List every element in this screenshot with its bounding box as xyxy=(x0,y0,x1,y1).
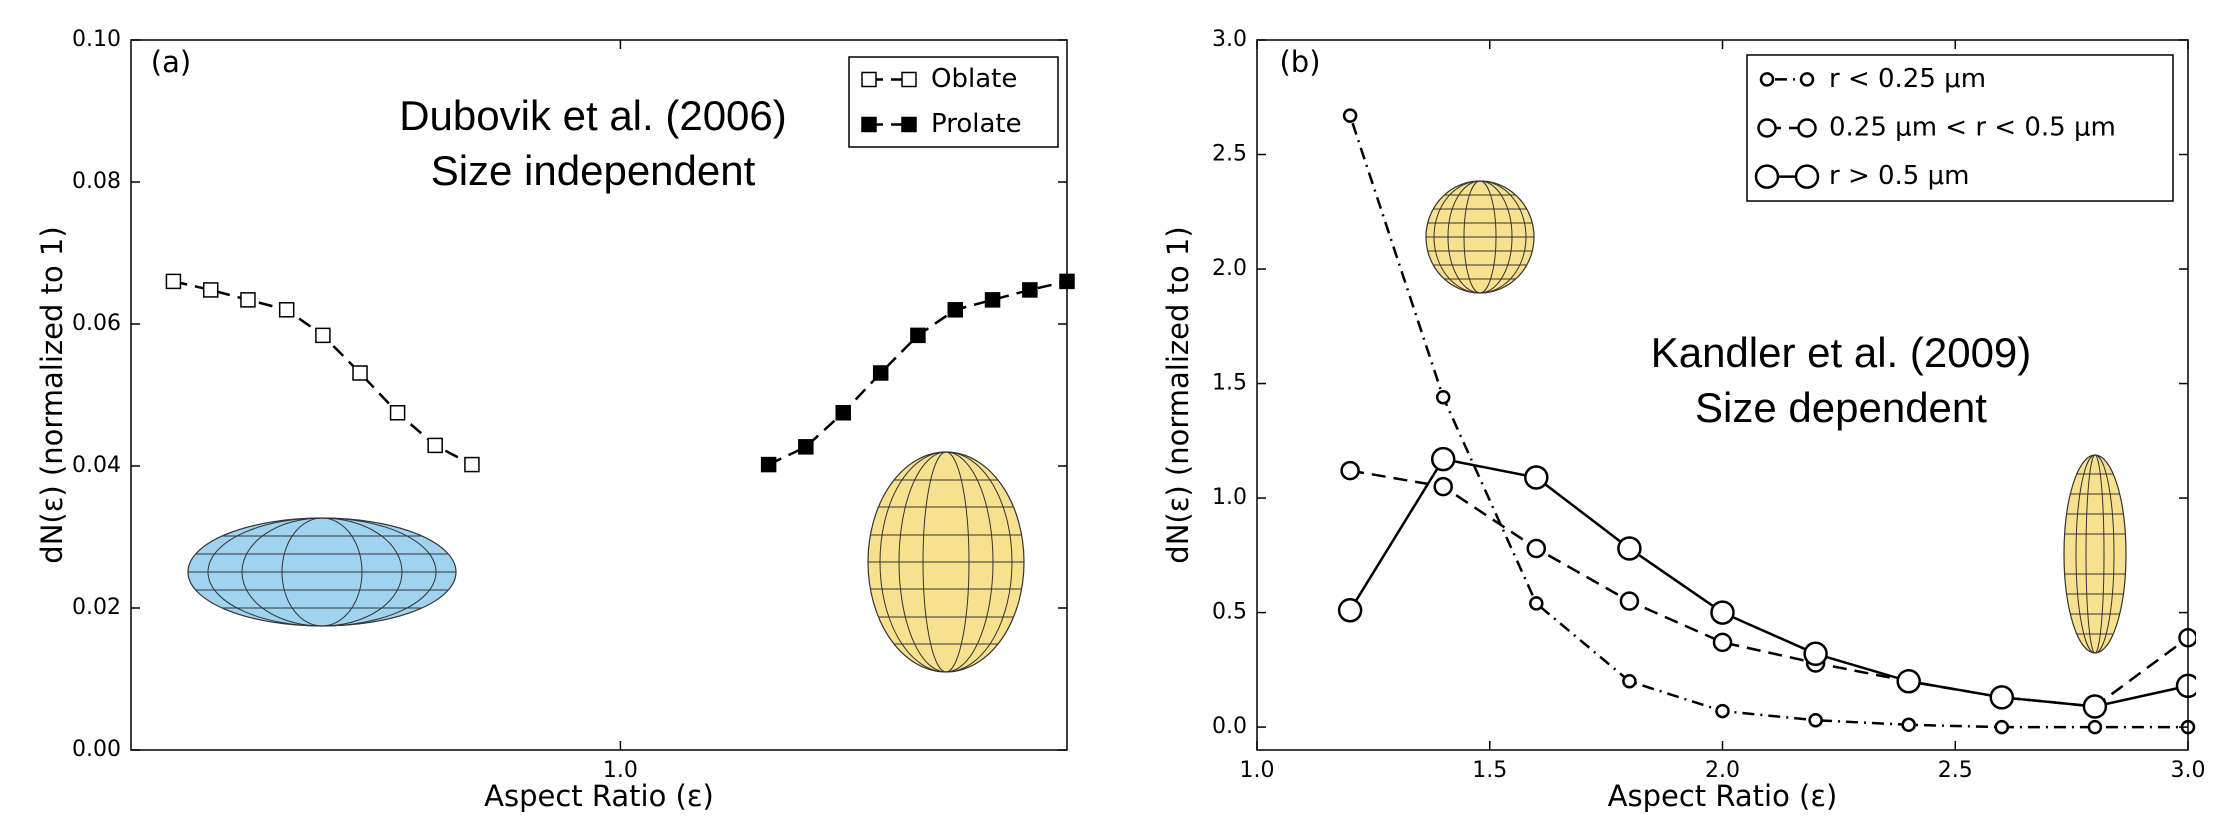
legend-marker xyxy=(1799,72,1815,87)
legend-box xyxy=(848,56,1059,148)
y-tick-label: 0.08 xyxy=(72,169,121,194)
marker xyxy=(389,405,406,421)
annotation: Size dependent xyxy=(1695,384,1987,431)
marker xyxy=(1430,446,1456,472)
marker xyxy=(1433,476,1453,497)
marker xyxy=(1342,108,1358,123)
marker xyxy=(1803,641,1828,667)
panel-label: (a) xyxy=(151,45,191,79)
marker xyxy=(1715,703,1730,719)
marker xyxy=(1022,282,1038,298)
marker xyxy=(1529,596,1544,611)
marker xyxy=(1435,390,1451,405)
x-axis-label: Aspect Ratio (ε) xyxy=(1608,779,1838,813)
marker xyxy=(1989,685,2015,710)
y-tick-label: 0.04 xyxy=(72,453,121,478)
marker xyxy=(315,327,331,344)
legend-marker xyxy=(861,71,877,88)
series-line xyxy=(1349,469,2189,708)
legend-marker xyxy=(1759,72,1775,87)
x-tick-label: 3.0 xyxy=(2171,758,2206,783)
x-tick-label: 1.5 xyxy=(1472,758,1507,783)
y-tick-label: 1.0 xyxy=(1212,485,1247,510)
oblate-spheroid xyxy=(187,517,457,627)
marker xyxy=(872,365,889,381)
marker xyxy=(1337,598,1363,623)
marker xyxy=(798,439,814,455)
annotation: Dubovik et al. (2006) xyxy=(399,92,787,139)
marker xyxy=(1619,591,1640,611)
marker xyxy=(1994,719,2010,735)
legend-marker xyxy=(901,116,917,133)
marker xyxy=(1524,465,1549,490)
annotation: Size independent xyxy=(431,147,756,194)
marker xyxy=(984,292,1001,308)
marker xyxy=(2087,719,2103,735)
legend-marker xyxy=(861,116,877,133)
prolate-spheroid xyxy=(867,451,1025,673)
x-tick-label: 2.5 xyxy=(1938,758,1973,783)
marker xyxy=(1622,674,1637,689)
y-tick-label: 0.10 xyxy=(72,27,121,52)
legend-label: r > 0.5 μm xyxy=(1829,161,1970,191)
legend-marker xyxy=(901,71,917,88)
panel: 0.0 0.5 1.0 1.5 2.0 2.5 3.0 1.0 1.5 2.0 2.5 3.0 Aspe… xyxy=(1161,27,2206,813)
y-tick-label: 2.0 xyxy=(1212,256,1247,281)
x-tick-label: 1.0 xyxy=(603,758,638,783)
y-tick-label: 2.5 xyxy=(1212,142,1247,167)
y-tick-label: 0.06 xyxy=(72,311,121,336)
legend-marker xyxy=(1797,118,1817,138)
y-tick-label: 1.5 xyxy=(1212,371,1247,396)
marker xyxy=(165,273,182,290)
annotation: Kandler et al. (2009) xyxy=(1651,329,2032,376)
x-tick-label: 1.0 xyxy=(1240,758,1275,783)
marker xyxy=(1617,536,1642,561)
y-axis-label: dN(ε) (normalized to 1) xyxy=(35,226,69,563)
y-tick-label: 0.5 xyxy=(1212,600,1247,625)
legend-label: Prolate xyxy=(931,109,1022,139)
marker xyxy=(202,282,219,298)
legend-label: Oblate xyxy=(931,64,1017,94)
marker xyxy=(427,437,443,454)
marker xyxy=(835,405,851,421)
marker xyxy=(1808,712,1823,728)
legend-label: r < 0.25 μm xyxy=(1829,64,1986,94)
y-axis-label: dN(ε) (normalized to 1) xyxy=(1161,226,1195,563)
y-tick-label: 3.0 xyxy=(1212,27,1247,52)
marker xyxy=(352,365,368,381)
y-tick-label: 0.02 xyxy=(72,595,121,620)
series-line xyxy=(1349,457,2189,708)
marker xyxy=(910,327,926,344)
needle-spheroid xyxy=(2063,454,2127,654)
marker xyxy=(2082,694,2108,719)
marker xyxy=(240,292,256,308)
marker xyxy=(760,456,777,473)
x-axis-label: Aspect Ratio (ε) xyxy=(484,779,714,813)
y-tick-label: 0.00 xyxy=(72,737,121,762)
marker xyxy=(1710,600,1735,625)
marker xyxy=(278,302,295,318)
axes-frame xyxy=(130,39,1068,751)
series-line xyxy=(768,280,1068,466)
panel-label: (b) xyxy=(1279,45,1320,79)
marker xyxy=(1712,632,1733,653)
plot-area xyxy=(165,273,1075,473)
legend-marker xyxy=(1754,164,1780,189)
marker xyxy=(1526,538,1547,559)
marker xyxy=(1340,460,1360,481)
marker xyxy=(1901,717,1916,733)
y-tick-label: 0.0 xyxy=(1212,714,1247,739)
sphere xyxy=(1425,180,1535,294)
legend-marker xyxy=(1757,118,1777,138)
series-line xyxy=(1348,115,2188,729)
marker xyxy=(464,456,480,473)
legend-marker xyxy=(1794,164,1820,189)
x-tick-label: 2.0 xyxy=(1705,758,1740,783)
legend-label: 0.25 μm < r < 0.5 μm xyxy=(1829,113,2116,143)
marker xyxy=(1896,669,1921,694)
series-line xyxy=(173,280,473,466)
marker xyxy=(947,302,964,318)
